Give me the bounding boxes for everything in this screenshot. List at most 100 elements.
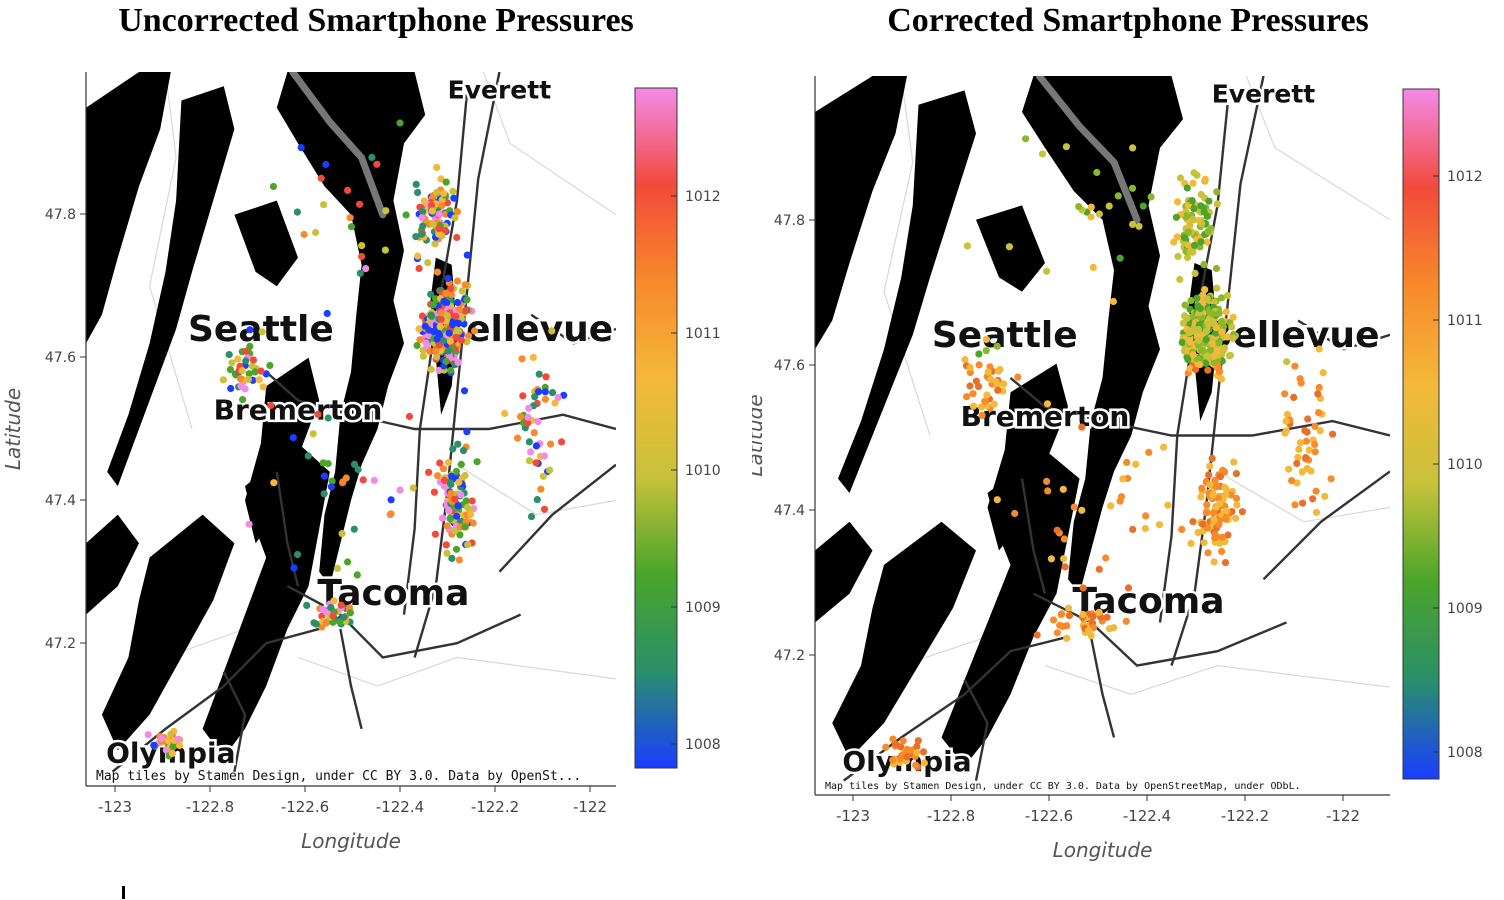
x-tick-label: -122.4: [376, 798, 424, 816]
data-point: [1200, 261, 1208, 269]
data-point: [541, 395, 550, 403]
data-point: [516, 413, 525, 421]
data-point: [1215, 309, 1223, 317]
data-point: [1193, 294, 1201, 302]
data-point: [454, 358, 462, 366]
data-point: [1197, 190, 1205, 199]
data-point: [1022, 135, 1030, 143]
y-tick-label: 47.4: [774, 503, 805, 519]
map-plot[interactable]: EverettSeattleBellevueBremertonTacomaOly…: [752, 0, 1504, 900]
colorbar-tick-label: 1009: [1447, 601, 1483, 617]
data-point: [1232, 470, 1240, 478]
y-tick-label: 47.4: [45, 493, 76, 509]
data-point: [1218, 328, 1226, 336]
colorbar-tick-label: 1008: [1447, 745, 1483, 761]
data-point: [337, 601, 345, 609]
data-point: [1123, 458, 1131, 466]
colorbar: [1402, 88, 1440, 780]
data-point: [1224, 531, 1232, 539]
data-point: [1188, 197, 1196, 205]
data-point: [546, 466, 554, 474]
x-tick-label: -123: [98, 798, 132, 816]
data-point: [1215, 521, 1223, 529]
data-point: [1103, 613, 1111, 621]
data-point: [1043, 477, 1051, 485]
data-point: [1293, 479, 1301, 487]
data-point: [532, 459, 540, 467]
data-point: [1302, 437, 1310, 445]
colorbar-tick-label: 1012: [1447, 169, 1483, 185]
data-point: [1223, 292, 1232, 300]
data-point: [1217, 375, 1226, 383]
data-point: [1202, 335, 1210, 344]
data-point: [1206, 481, 1214, 489]
data-point: [981, 397, 989, 405]
data-point: [452, 312, 460, 320]
data-point: [453, 277, 462, 285]
data-point: [1102, 554, 1110, 562]
data-point: [1213, 188, 1221, 196]
data-point: [1173, 233, 1181, 241]
data-point: [1124, 584, 1133, 592]
data-point: [1302, 454, 1310, 462]
data-point: [1222, 308, 1230, 316]
data-point: [433, 188, 441, 196]
data-point: [1145, 448, 1153, 456]
data-point: [1184, 202, 1193, 210]
data-point: [448, 472, 456, 480]
data-point: [444, 347, 452, 355]
data-point: [1197, 238, 1205, 246]
data-point: [219, 376, 227, 384]
data-point: [246, 326, 254, 334]
data-point: [1070, 503, 1078, 511]
data-point: [1283, 410, 1292, 418]
data-point: [449, 187, 457, 195]
data-point: [419, 352, 427, 360]
data-point: [362, 265, 370, 273]
data-point: [1063, 634, 1071, 642]
data-point: [324, 460, 332, 468]
data-point: [1059, 485, 1067, 493]
city-label: Seattle: [932, 315, 1078, 356]
data-point: [310, 619, 318, 627]
data-point: [251, 368, 259, 376]
data-point: [437, 315, 445, 323]
data-point: [356, 200, 364, 208]
data-point: [1033, 631, 1041, 639]
data-point: [336, 618, 344, 626]
data-point: [537, 485, 545, 493]
data-point: [525, 457, 534, 465]
data-point: [903, 745, 911, 754]
data-point: [1174, 252, 1182, 261]
data-point: [225, 351, 233, 359]
data-point: [440, 297, 448, 305]
data-point: [368, 153, 376, 161]
data-point: [1187, 296, 1195, 305]
data-point: [540, 452, 549, 460]
data-point: [990, 400, 998, 408]
data-point: [269, 182, 277, 191]
uncorrected-map-panel: Uncorrected Smartphone Pressures Everett…: [0, 0, 752, 900]
data-point: [370, 476, 378, 484]
data-point: [1200, 539, 1208, 547]
data-point: [1291, 501, 1299, 509]
data-point: [1196, 361, 1204, 369]
data-point: [1309, 495, 1317, 503]
data-point: [445, 329, 453, 337]
map-plot[interactable]: EverettSeattleBellevueBremertonTacomaOly…: [0, 0, 752, 900]
data-point: [433, 163, 441, 171]
data-point: [317, 174, 325, 182]
data-point: [529, 353, 537, 361]
data-point: [1210, 352, 1218, 361]
data-point: [416, 336, 424, 344]
data-point: [1209, 509, 1217, 517]
data-point: [449, 445, 457, 453]
data-point: [443, 549, 451, 557]
data-point: [1226, 351, 1234, 359]
data-point: [255, 376, 263, 384]
data-point: [1222, 507, 1230, 515]
data-point: [1005, 243, 1013, 251]
data-point: [396, 486, 404, 494]
data-point: [1110, 624, 1118, 632]
data-point: [246, 342, 254, 350]
